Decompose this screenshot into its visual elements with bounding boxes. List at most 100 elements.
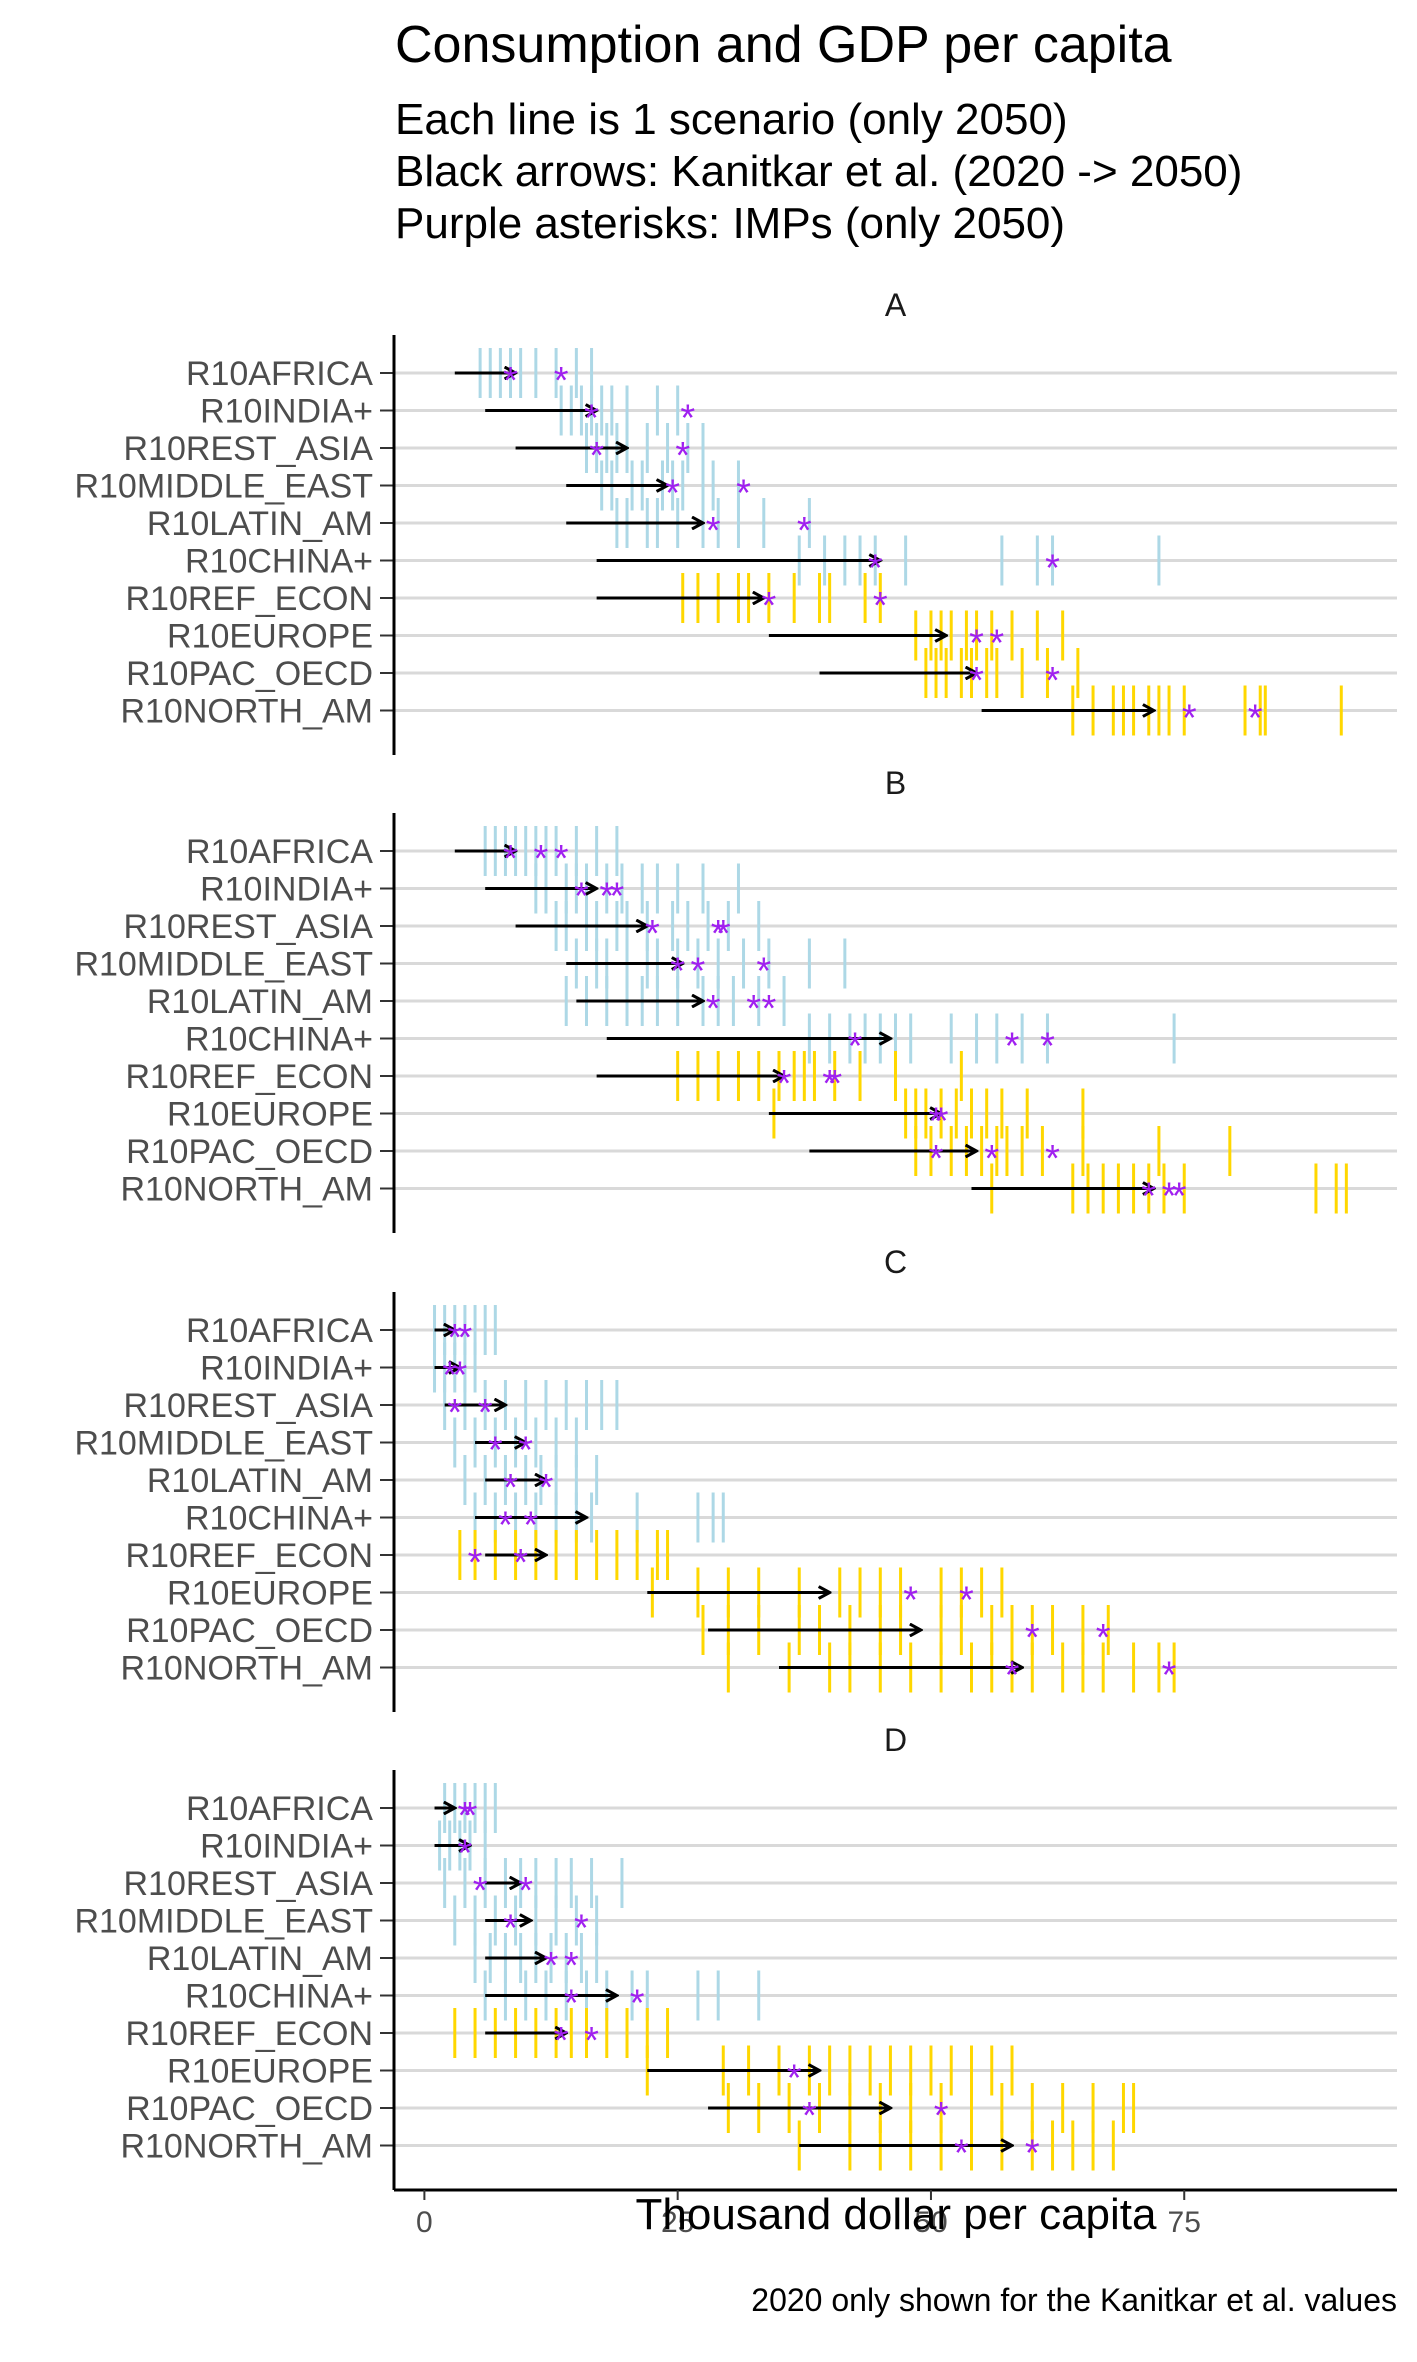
imp-asterisk: * bbox=[989, 623, 1004, 665]
imp-asterisk: * bbox=[447, 1317, 462, 1359]
imp-asterisk: * bbox=[488, 1430, 503, 1472]
imp-asterisk: * bbox=[447, 1392, 462, 1434]
facet-strip-label: C bbox=[884, 1244, 907, 1280]
imp-asterisk: * bbox=[1040, 1026, 1055, 1068]
x-tick-label: 0 bbox=[416, 2206, 433, 2239]
imp-asterisk: * bbox=[473, 1870, 488, 1912]
imp-asterisk: * bbox=[1248, 698, 1263, 740]
imp-asterisk: * bbox=[959, 1580, 974, 1622]
facet-panel-d: D R10AFRICAR10INDIA+R10REST_ASIAR10MIDDLE… bbox=[74, 1722, 1397, 2190]
region-label: R10AFRICA bbox=[186, 1312, 373, 1350]
facet-strip-label: A bbox=[885, 287, 907, 323]
region-label: R10LATIN_AM bbox=[147, 505, 373, 543]
region-label: R10EUROPE bbox=[167, 1575, 373, 1613]
imp-asterisk: * bbox=[503, 838, 518, 880]
imp-asterisk: * bbox=[478, 1392, 493, 1434]
imp-asterisk: * bbox=[630, 1983, 645, 2025]
imp-asterisk: * bbox=[929, 1101, 944, 1143]
imp-asterisk: * bbox=[1025, 2133, 1040, 2175]
imp-asterisk: * bbox=[1162, 1176, 1177, 1218]
region-label: R10LATIN_AM bbox=[147, 1462, 373, 1500]
imp-asterisk: * bbox=[574, 876, 589, 918]
imp-asterisk: * bbox=[503, 1908, 518, 1950]
imp-asterisk: * bbox=[665, 473, 680, 515]
imp-asterisk: * bbox=[1045, 1138, 1060, 1180]
imp-asterisk: * bbox=[564, 1945, 579, 1987]
region-label: R10REF_ECON bbox=[125, 2015, 373, 2053]
imp-asterisk: * bbox=[442, 1355, 457, 1397]
imp-asterisk: * bbox=[822, 1063, 837, 1105]
imp-asterisk: * bbox=[675, 435, 690, 477]
imp-asterisk: * bbox=[554, 360, 569, 402]
imp-asterisk: * bbox=[1182, 698, 1197, 740]
region-label: R10PAC_OECD bbox=[126, 1612, 373, 1650]
region-label: R10EUROPE bbox=[167, 1096, 373, 1134]
region-label: R10PAC_OECD bbox=[126, 1133, 373, 1171]
x-axis-title: Thousand dollar per capita bbox=[636, 2190, 1158, 2239]
region-label: R10EUROPE bbox=[167, 618, 373, 656]
imp-asterisk: * bbox=[534, 838, 549, 880]
imp-asterisk: * bbox=[518, 1870, 533, 1912]
region-label: R10AFRICA bbox=[186, 833, 373, 871]
imp-asterisk: * bbox=[761, 988, 776, 1030]
imp-asterisk: * bbox=[736, 473, 751, 515]
imp-asterisk: * bbox=[468, 1542, 483, 1584]
imp-asterisk: * bbox=[787, 2058, 802, 2100]
chart-subtitle-line-2: Black arrows: Kanitkar et al. (2020 -> 2… bbox=[395, 147, 1242, 196]
region-label: R10REST_ASIA bbox=[124, 908, 374, 946]
imp-asterisk: * bbox=[848, 1026, 863, 1068]
imp-asterisk: * bbox=[706, 988, 721, 1030]
imp-asterisk: * bbox=[680, 398, 695, 440]
region-label: R10MIDDLE_EAST bbox=[74, 1903, 373, 1941]
region-label: R10MIDDLE_EAST bbox=[74, 468, 373, 506]
imp-asterisk: * bbox=[599, 876, 614, 918]
imp-asterisk: * bbox=[934, 2095, 949, 2137]
imp-asterisk: * bbox=[934, 1101, 949, 1143]
x-tick-label: 25 bbox=[661, 2206, 694, 2239]
imp-asterisk: * bbox=[523, 1505, 538, 1547]
imp-asterisk: * bbox=[1045, 660, 1060, 702]
chart-caption: 2020 only shown for the Kanitkar et al. … bbox=[751, 2282, 1397, 2318]
imp-asterisk: * bbox=[777, 1063, 792, 1105]
imp-asterisk: * bbox=[458, 1795, 473, 1837]
region-label: R10REST_ASIA bbox=[124, 1387, 374, 1425]
imp-asterisk: * bbox=[589, 435, 604, 477]
facet-panels: AR10AFRICAR10INDIA+R10REST_ASIAR10MIDDLE… bbox=[74, 287, 1397, 2190]
imp-asterisk: * bbox=[706, 510, 721, 552]
facet-panel-a: A R10AFRICAR10INDIA+R10REST_ASIAR10MIDDLE… bbox=[74, 287, 1397, 755]
region-label: R10NORTH_AM bbox=[120, 1171, 373, 1209]
imp-asterisk: * bbox=[954, 2133, 969, 2175]
region-label: R10INDIA+ bbox=[200, 1828, 373, 1866]
region-label: R10CHINA+ bbox=[185, 1021, 373, 1059]
region-label: R10CHINA+ bbox=[185, 1978, 373, 2016]
region-label: R10NORTH_AM bbox=[120, 2128, 373, 2166]
region-label: R10INDIA+ bbox=[200, 871, 373, 909]
imp-asterisk: * bbox=[903, 1580, 918, 1622]
region-label: R10PAC_OECD bbox=[126, 2090, 373, 2128]
region-label: R10INDIA+ bbox=[200, 393, 373, 431]
imp-asterisk: * bbox=[584, 2020, 599, 2062]
region-label: R10LATIN_AM bbox=[147, 983, 373, 1021]
imp-asterisk: * bbox=[609, 876, 624, 918]
region-label: R10MIDDLE_EAST bbox=[74, 1425, 373, 1463]
imp-asterisk: * bbox=[1005, 1026, 1020, 1068]
imp-asterisk: * bbox=[761, 585, 776, 627]
imp-asterisk: * bbox=[873, 585, 888, 627]
region-label: R10AFRICA bbox=[186, 355, 373, 393]
region-label: R10REST_ASIA bbox=[124, 430, 374, 468]
region-label: R10LATIN_AM bbox=[147, 1940, 373, 1978]
region-label: R10INDIA+ bbox=[200, 1350, 373, 1388]
facet-strip-label: B bbox=[885, 765, 906, 801]
imp-asterisk: * bbox=[458, 1317, 473, 1359]
imp-asterisk: * bbox=[544, 1945, 559, 1987]
imp-asterisk: * bbox=[984, 1138, 999, 1180]
imp-asterisk: * bbox=[574, 1908, 589, 1950]
imp-asterisk: * bbox=[1162, 1655, 1177, 1697]
imp-asterisk: * bbox=[746, 988, 761, 1030]
chart-subtitle-line-1: Each line is 1 scenario (only 2050) bbox=[395, 95, 1068, 144]
region-label: R10NORTH_AM bbox=[120, 693, 373, 731]
imp-asterisk: * bbox=[711, 913, 726, 955]
imp-asterisk: * bbox=[797, 510, 812, 552]
imp-asterisk: * bbox=[645, 913, 660, 955]
facet-strip-label: D bbox=[884, 1722, 907, 1758]
